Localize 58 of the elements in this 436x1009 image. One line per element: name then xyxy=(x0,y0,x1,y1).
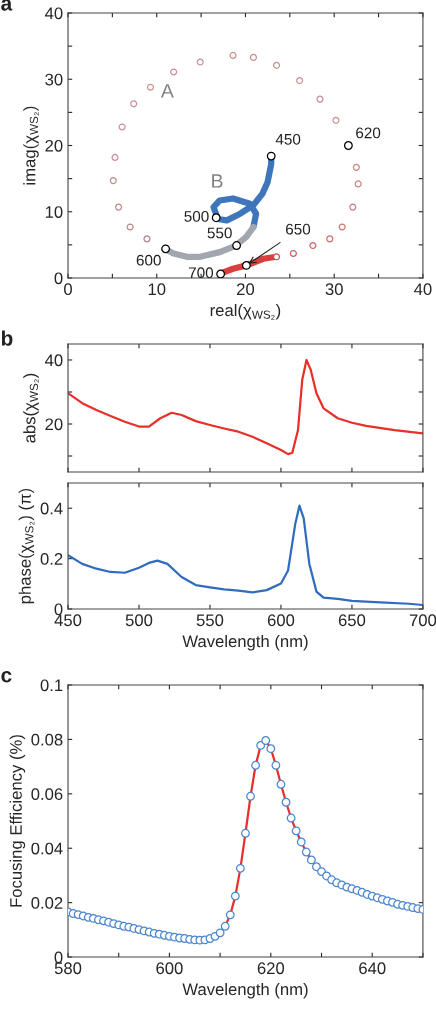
annotation: 620 xyxy=(356,127,381,139)
y-tick-label: 20 xyxy=(45,139,63,152)
point xyxy=(241,260,251,270)
annotation: 650 xyxy=(286,223,311,235)
y-tick-label: 20 xyxy=(45,418,63,431)
y-axis-title: imag(χ$_{WS₂}$) xyxy=(23,106,39,185)
x-tick-label: 450 xyxy=(54,614,82,627)
y-tick-label: 0.02 xyxy=(31,897,63,909)
point xyxy=(232,241,242,250)
x-axis-title: Wavelength (nm) xyxy=(182,634,308,651)
y-tick-label: 0.08 xyxy=(31,733,63,746)
x-tick-label: 620 xyxy=(257,962,285,975)
point xyxy=(161,244,171,254)
y-tick-label: 0.4 xyxy=(40,502,63,515)
annotation: 500 xyxy=(184,210,209,222)
text: c xyxy=(1,671,12,683)
annotation: B xyxy=(212,174,223,188)
point xyxy=(266,151,276,161)
annotation: 550 xyxy=(207,227,232,239)
point xyxy=(343,141,353,150)
y-tick-label: 30 xyxy=(45,73,63,86)
y-tick-label: 0.2 xyxy=(40,553,63,565)
x-tick-label: 10 xyxy=(148,283,166,296)
x-tick-label: 20 xyxy=(237,283,255,296)
text: a xyxy=(1,0,13,11)
x-tick-label: 0 xyxy=(64,283,72,296)
x-tick-label: 30 xyxy=(325,283,343,296)
annotation: 700 xyxy=(188,267,214,279)
y-tick-label: 0.04 xyxy=(31,842,63,855)
y-tick-label: 0 xyxy=(54,272,63,285)
text: b xyxy=(1,330,13,346)
x-axis-title: real(χ$_{WS₂}$) xyxy=(210,303,281,320)
x-tick-label: 600 xyxy=(156,962,183,975)
annotation: 600 xyxy=(136,254,161,266)
y-axis-title: phase(χ$_{WS₂}$) (π) xyxy=(18,488,35,604)
x-tick-label: 640 xyxy=(359,962,386,975)
y-tick-label: 0.06 xyxy=(31,788,63,801)
annotation: 450 xyxy=(275,133,301,145)
x-tick-label: 550 xyxy=(196,614,224,627)
y-tick-label: 0.1 xyxy=(40,679,63,692)
x-axis-title: Wavelength (nm) xyxy=(182,982,308,999)
point xyxy=(211,213,221,223)
point xyxy=(216,269,226,278)
x-tick-label: 650 xyxy=(338,614,366,627)
x-tick-label: 500 xyxy=(125,614,153,627)
y-tick-label: 40 xyxy=(45,7,63,20)
x-tick-label: 600 xyxy=(267,614,295,627)
x-tick-label: 700 xyxy=(409,614,436,627)
x-tick-label: 40 xyxy=(414,283,432,296)
y-tick-label: 40 xyxy=(45,354,63,367)
y-axis-title: abs(χ$_{WS₂}$) xyxy=(23,373,39,443)
y-axis-title: Focusing Efficiency (%) xyxy=(9,735,26,907)
y-tick-label: 10 xyxy=(45,206,63,218)
annotation: A xyxy=(160,84,174,98)
y-tick-label: 0 xyxy=(54,603,63,616)
x-tick-label: 580 xyxy=(54,962,82,975)
y-tick-label: 0 xyxy=(54,951,63,964)
line-series xyxy=(68,358,423,456)
